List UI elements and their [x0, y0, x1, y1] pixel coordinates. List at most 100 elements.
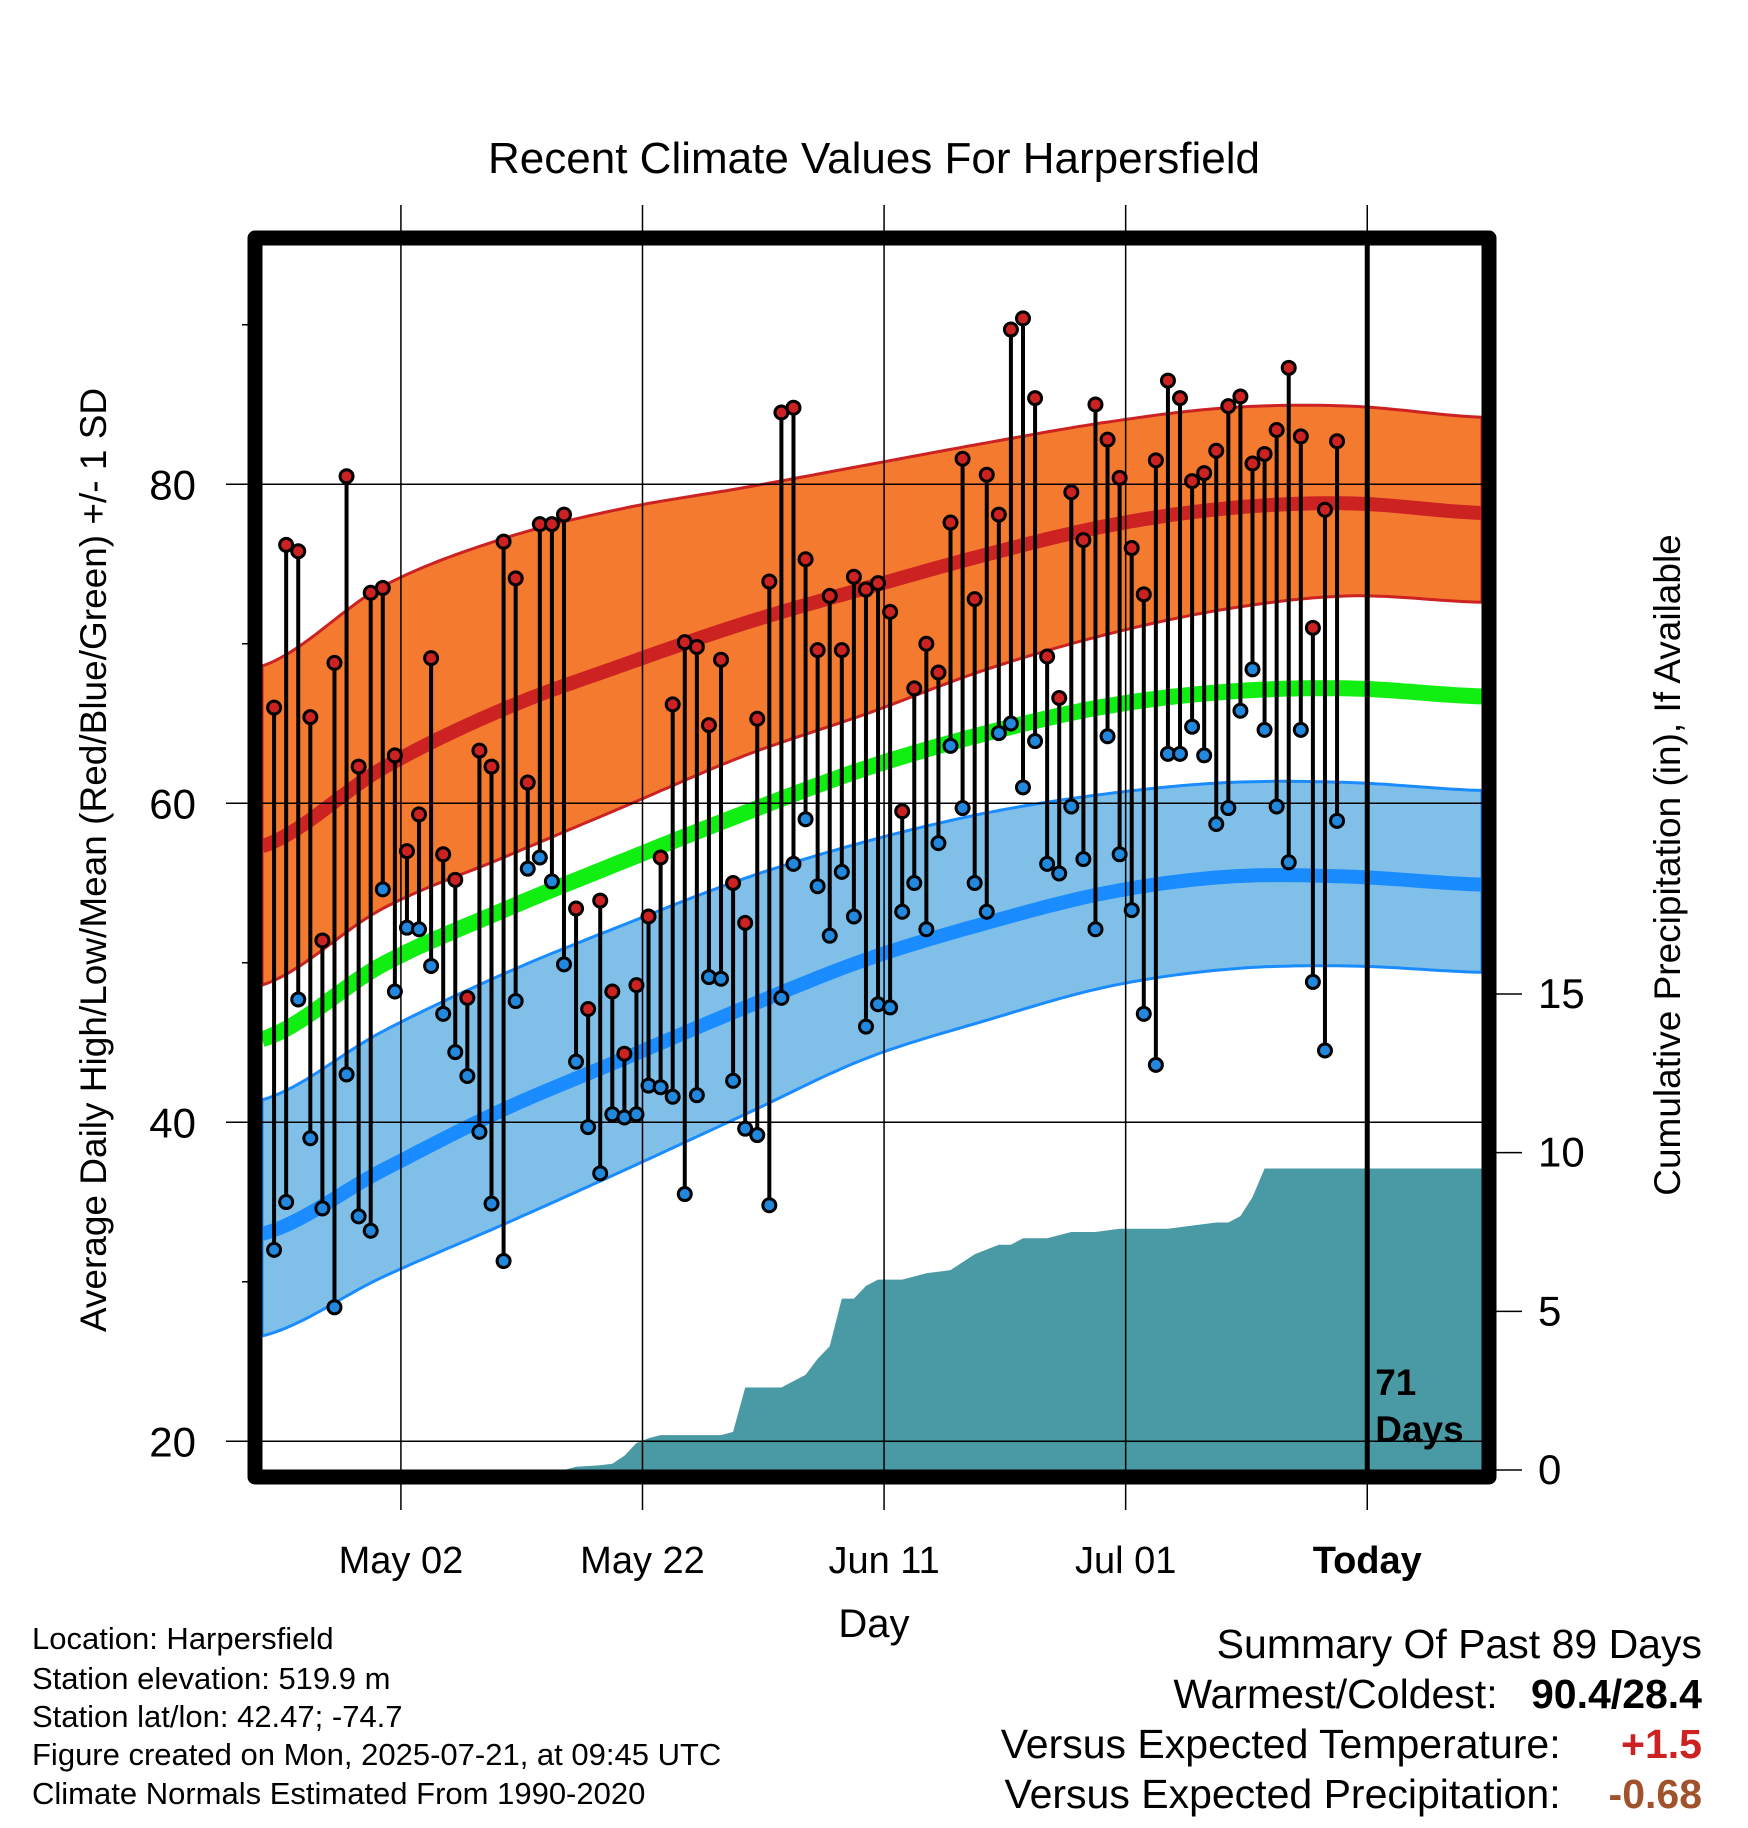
high-point: [398, 843, 415, 860]
high-point: [761, 573, 778, 590]
high-point: [882, 603, 899, 620]
summary-heading: Summary Of Past 89 Days: [1216, 1621, 1702, 1667]
high-point: [1220, 398, 1237, 415]
low-point: [918, 921, 935, 938]
low-point: [1027, 733, 1044, 750]
low-point: [1002, 715, 1019, 732]
mean-normal-line: [262, 680, 1482, 1047]
high-point: [821, 587, 838, 604]
low-point: [411, 921, 428, 938]
x-tick-label: Jul 01: [1075, 1540, 1176, 1582]
low-point: [435, 1005, 452, 1022]
low-point: [688, 1087, 705, 1104]
low-point: [1232, 702, 1249, 719]
high-point: [290, 543, 307, 560]
low-point: [350, 1208, 367, 1225]
low-point: [592, 1165, 609, 1182]
high-point: [471, 742, 488, 759]
info-latlon: Station lat/lon: 42.47; -74.7: [32, 1699, 403, 1734]
low-point: [302, 1130, 319, 1147]
low-point: [1220, 800, 1237, 817]
low-normal-line: [262, 868, 1482, 1241]
high-point: [386, 747, 403, 764]
high-point: [1147, 452, 1164, 469]
low-point: [1280, 854, 1297, 871]
high-point: [1123, 540, 1140, 557]
high-point: [459, 989, 476, 1006]
high-point: [1039, 648, 1056, 665]
summary-warm-cold: Warmest/Coldest: 90.4/28.4: [1173, 1669, 1702, 1719]
low-point: [1184, 718, 1201, 735]
low-point: [290, 991, 307, 1008]
low-point: [845, 908, 862, 925]
low-point: [797, 811, 814, 828]
window-days-number: 71: [1375, 1362, 1416, 1403]
high-point: [857, 581, 874, 598]
y2-axis-label: Cumulative Precipitation (in), If Availa…: [1647, 534, 1688, 1196]
low-point: [761, 1197, 778, 1214]
low-point: [459, 1068, 476, 1085]
high-point: [568, 900, 585, 917]
x-axis-label: Day: [838, 1602, 909, 1646]
high-point: [906, 680, 923, 697]
info-location: Location: Harpersfield: [32, 1621, 334, 1656]
low-point: [314, 1200, 331, 1217]
summary-warm-cold-label: Warmest/Coldest:: [1173, 1671, 1498, 1717]
info-created: Figure created on Mon, 2025-07-21, at 09…: [32, 1737, 722, 1772]
low-point: [568, 1053, 585, 1070]
high-point: [326, 654, 343, 671]
high-point: [1256, 445, 1273, 462]
low-point: [1196, 747, 1213, 764]
high-point: [700, 717, 717, 734]
x-tick-label: May 02: [339, 1540, 464, 1582]
high-point: [519, 774, 536, 791]
low-point: [1256, 721, 1273, 738]
summary-precip-label: Versus Expected Precipitation:: [1004, 1771, 1561, 1817]
low-point: [362, 1222, 379, 1239]
low-point: [664, 1088, 681, 1105]
high-point: [580, 1001, 597, 1018]
high-point: [894, 803, 911, 820]
y2-tick-label: 15: [1538, 970, 1585, 1017]
high-point: [1208, 442, 1225, 459]
low-point: [1135, 1005, 1152, 1022]
high-point: [483, 758, 500, 775]
low-point: [580, 1119, 597, 1136]
low-point: [374, 881, 391, 898]
y2-tick-label: 0: [1538, 1446, 1561, 1493]
high-point: [1014, 310, 1031, 327]
low-point: [894, 903, 911, 920]
low-point: [1014, 779, 1031, 796]
low-point: [1316, 1042, 1333, 1059]
x-tick-label: Today: [1313, 1540, 1422, 1582]
low-point: [954, 800, 971, 817]
high-point: [1002, 321, 1019, 338]
low-point: [1147, 1056, 1164, 1073]
low-point: [1051, 865, 1068, 882]
high-point: [845, 568, 862, 585]
high-point: [809, 642, 826, 659]
low-point: [906, 875, 923, 892]
high-point: [1063, 484, 1080, 501]
high-point: [737, 914, 754, 931]
high-point: [1329, 433, 1346, 450]
high-point: [266, 699, 283, 716]
high-point: [1027, 390, 1044, 407]
low-point: [749, 1127, 766, 1144]
high-point: [616, 1045, 633, 1062]
high-point: [930, 664, 947, 681]
low-point: [326, 1299, 343, 1316]
low-point: [773, 989, 790, 1006]
high-point: [1099, 431, 1116, 448]
precip-area: [262, 1168, 1482, 1470]
high-point: [1111, 469, 1128, 486]
low-point: [930, 835, 947, 852]
low-point: [821, 927, 838, 944]
low-point: [785, 855, 802, 872]
high-point: [1135, 586, 1152, 603]
low-point: [833, 863, 850, 880]
high-point: [1172, 390, 1189, 407]
low-point: [857, 1018, 874, 1035]
low-point: [676, 1186, 693, 1203]
